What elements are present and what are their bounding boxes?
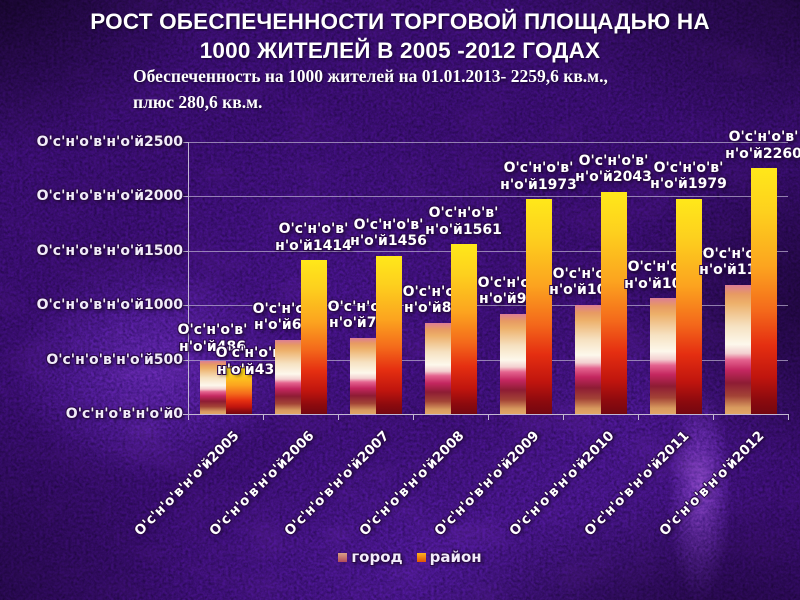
y-axis-label-1500: О'с'н'о'в'н'о'й1500	[36, 242, 183, 259]
value-label-district-2012: О'с'н'о'в' н'о'й2260	[725, 129, 800, 162]
value-label-district-2008: О'с'н'о'в' н'о'й1561	[425, 205, 502, 238]
bar-city-2011	[649, 298, 676, 414]
bar-district-2010	[600, 191, 627, 414]
x-axis-tick-3	[413, 415, 414, 420]
legend-color-chip-district	[416, 552, 426, 562]
gridline-2000	[189, 196, 788, 198]
slide-subtitle-line2: плюс 280,6 кв.м.	[133, 92, 263, 112]
slide-subtitle-line1: Обеспеченность на 1000 жителей на 01.01.…	[133, 66, 608, 86]
y-axis-label-2500: О'с'н'о'в'н'о'й2500	[36, 134, 183, 150]
x-axis-tick-2	[338, 415, 339, 420]
bar-district-2012	[750, 168, 777, 414]
slide-title-line1: РОСТ ОБЕСПЕЧЕННОСТИ ТОРГОВОЙ ПЛОЩАДЬЮ НА	[90, 9, 710, 34]
x-axis-tick-6	[638, 415, 639, 420]
bar-district-2008	[450, 244, 477, 414]
slide-title-line2: 1000 ЖИТЕЛЕЙ В 2005 -2012 ГОДАХ	[199, 38, 601, 63]
x-axis-line	[183, 414, 789, 415]
x-axis-tick-8	[788, 415, 789, 420]
bar-city-2009	[499, 313, 526, 414]
bar-district-2009	[525, 199, 552, 414]
y-axis-label-1000: О'с'н'о'в'н'о'й1000	[36, 297, 183, 314]
bar-city-2010	[574, 304, 601, 414]
y-axis-label-0: О'с'н'о'в'н'о'й0	[65, 406, 183, 422]
x-axis-tick-7	[713, 415, 714, 420]
legend-item-district: район	[416, 548, 482, 566]
legend-item-city: город	[338, 548, 403, 566]
value-label-district-2011: О'с'н'о'в' н'о'й1979	[650, 159, 727, 193]
bar-city-2006	[274, 339, 301, 414]
legend-color-chip-city	[338, 552, 348, 562]
y-axis-label-500: О'с'н'о'в'н'о'й500	[46, 351, 183, 368]
bar-city-2007	[349, 337, 376, 414]
bar-city-2008	[424, 322, 451, 414]
chart-legend: город район	[10, 548, 800, 566]
x-axis-tick-4	[488, 415, 489, 420]
bar-district-2011	[675, 198, 702, 414]
y-axis-label-2000: О'с'н'о'в'н'о'й2000	[36, 188, 183, 205]
y-axis-line	[188, 142, 189, 415]
gridline-2500	[189, 142, 788, 143]
x-axis-tick-1	[263, 415, 264, 420]
bar-district-2006	[300, 260, 327, 414]
bar-city-2012	[724, 284, 751, 414]
bar-district-2007	[375, 255, 402, 414]
x-axis-tick-5	[563, 415, 564, 420]
legend-label-city: город	[351, 548, 403, 566]
legend-label-district: район	[429, 548, 482, 566]
x-axis-tick-0	[188, 415, 189, 420]
